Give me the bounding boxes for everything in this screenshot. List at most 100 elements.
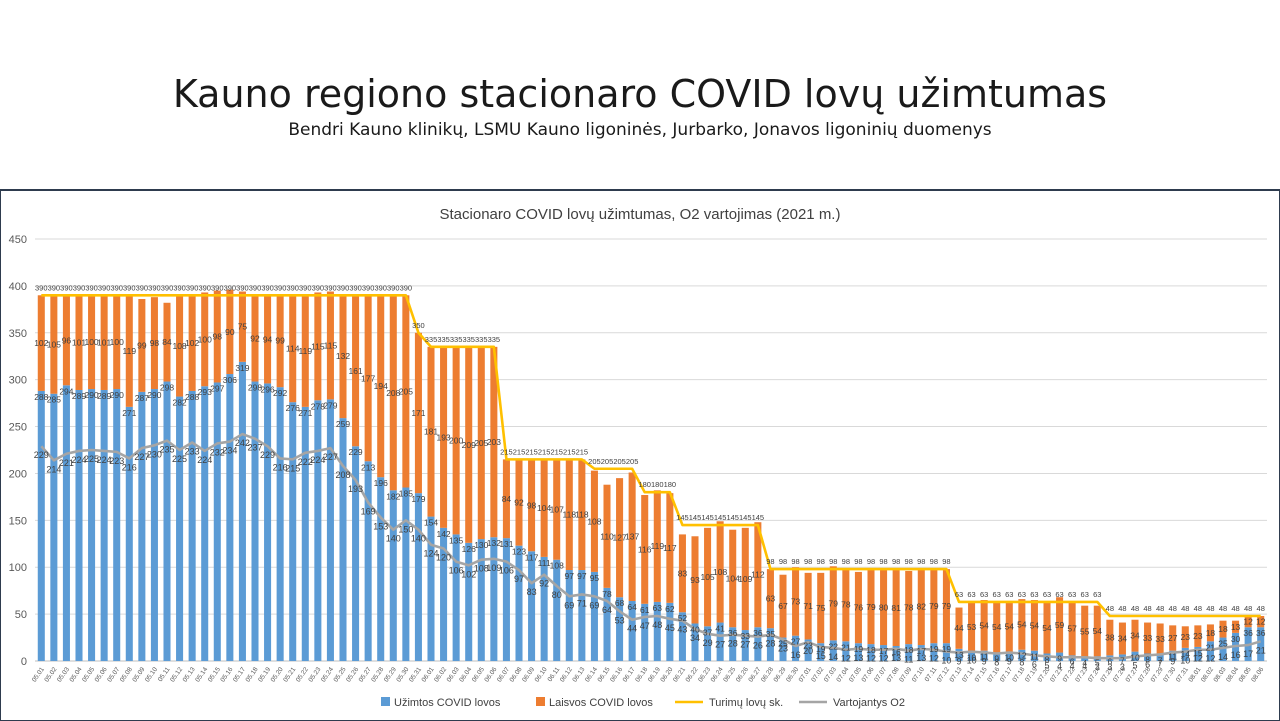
label-o2: 225 xyxy=(172,454,187,464)
bar-occupied xyxy=(1181,647,1189,661)
bar-occupied xyxy=(641,603,649,661)
label-occupied: 229 xyxy=(348,447,362,457)
label-occupied: 5 xyxy=(1095,657,1100,667)
label-free: 112 xyxy=(751,570,765,580)
label-occupied: 23 xyxy=(803,640,813,650)
bar-occupied xyxy=(226,374,234,661)
label-total-beds: 390 xyxy=(85,283,98,292)
label-free: 54 xyxy=(992,622,1002,632)
label-total-beds: 390 xyxy=(110,283,123,292)
bar-free xyxy=(1131,619,1139,652)
label-free: 18 xyxy=(1206,628,1216,638)
label-free: 27 xyxy=(1168,633,1178,643)
label-occupied: 271 xyxy=(122,408,136,418)
label-total-beds: 180 xyxy=(651,480,664,489)
label-total-beds: 390 xyxy=(299,283,312,292)
label-occupied: 290 xyxy=(110,390,124,400)
label-free: 181 xyxy=(424,427,438,437)
line-total-beds xyxy=(41,293,1261,618)
bar-free xyxy=(1156,623,1164,655)
bar-free xyxy=(414,332,422,494)
bar-free xyxy=(1068,601,1076,656)
label-total-beds: 390 xyxy=(60,283,73,292)
label-total-beds: 98 xyxy=(854,557,862,566)
label-total-beds: 390 xyxy=(286,283,299,292)
label-o2: 208 xyxy=(335,470,350,480)
label-total-beds: 390 xyxy=(362,283,375,292)
label-occupied: 282 xyxy=(172,398,186,408)
label-occupied: 36 xyxy=(1256,628,1266,638)
label-occupied: 16 xyxy=(891,647,901,657)
bar-occupied xyxy=(754,627,762,661)
label-free: 193 xyxy=(436,432,450,442)
label-free: 108 xyxy=(713,567,727,577)
bar-occupied xyxy=(427,516,435,661)
label-free: 102 xyxy=(185,338,199,348)
label-free: 12 xyxy=(1256,617,1266,627)
bar-free xyxy=(678,534,686,613)
bar-occupied xyxy=(264,383,272,661)
label-occupied: 61 xyxy=(640,605,650,615)
label-occupied: 25 xyxy=(778,639,788,649)
bar-free xyxy=(213,290,221,383)
bar-free xyxy=(1106,619,1114,656)
bar-occupied xyxy=(477,539,485,661)
label-o2: 71 xyxy=(577,598,587,608)
bar-occupied xyxy=(452,534,460,661)
label-occupied: 289 xyxy=(72,391,86,401)
label-o2: 9 xyxy=(1170,657,1175,667)
label-o2: 140 xyxy=(411,534,426,544)
label-total-beds: 98 xyxy=(942,557,950,566)
bar-free xyxy=(326,291,334,400)
bar-occupied xyxy=(414,493,422,661)
label-o2: 153 xyxy=(373,522,388,532)
label-total-beds: 145 xyxy=(689,513,702,522)
bar-free xyxy=(276,294,284,388)
label-free: 194 xyxy=(374,381,388,391)
label-o2: 5 xyxy=(1132,660,1137,670)
label-free: 100 xyxy=(198,334,212,344)
label-free: 137 xyxy=(625,532,639,542)
bar-occupied xyxy=(276,387,284,661)
label-occupied: 62 xyxy=(665,604,675,614)
bar-free xyxy=(829,566,837,641)
label-occupied: 213 xyxy=(361,462,375,472)
label-free: 161 xyxy=(348,366,362,376)
label-total-beds: 98 xyxy=(779,557,787,566)
label-occupied: 21 xyxy=(841,642,851,652)
label-occupied: 97 xyxy=(577,571,587,581)
label-free: 54 xyxy=(1030,620,1040,630)
bar-occupied xyxy=(502,538,510,661)
label-o2: 14 xyxy=(828,652,838,662)
label-total-beds: 335 xyxy=(488,335,501,344)
label-o2: 150 xyxy=(398,524,413,534)
bar-occupied xyxy=(1219,637,1227,661)
label-free: 73 xyxy=(791,596,801,606)
bar-occupied xyxy=(1144,653,1152,661)
label-occupied: 18 xyxy=(904,645,914,655)
label-occupied: 288 xyxy=(185,392,199,402)
label-occupied: 52 xyxy=(678,613,688,623)
label-o2: 235 xyxy=(159,445,174,455)
label-free: 75 xyxy=(238,322,248,332)
label-free: 54 xyxy=(979,620,989,630)
label-o2: 6 xyxy=(1032,659,1037,669)
label-o2: 4 xyxy=(1082,661,1087,671)
label-total-beds: 205 xyxy=(626,457,639,466)
bar-free xyxy=(226,289,234,375)
label-occupied: 111 xyxy=(538,558,551,568)
label-occupied: 10 xyxy=(1005,653,1015,663)
label-free: 205 xyxy=(474,438,488,448)
label-free: 98 xyxy=(150,338,160,348)
label-free: 33 xyxy=(1155,634,1165,644)
label-occupied: 19 xyxy=(816,644,826,654)
label-total-beds: 48 xyxy=(1244,604,1252,613)
bar-free xyxy=(62,295,70,386)
bar-free xyxy=(1030,600,1038,651)
bar-free xyxy=(729,529,737,628)
label-o2: 4 xyxy=(1070,661,1075,671)
label-occupied: 182 xyxy=(386,491,400,501)
label-occupied: 95 xyxy=(590,573,600,583)
label-occupied: 179 xyxy=(411,494,425,504)
label-free: 12 xyxy=(1243,617,1253,627)
